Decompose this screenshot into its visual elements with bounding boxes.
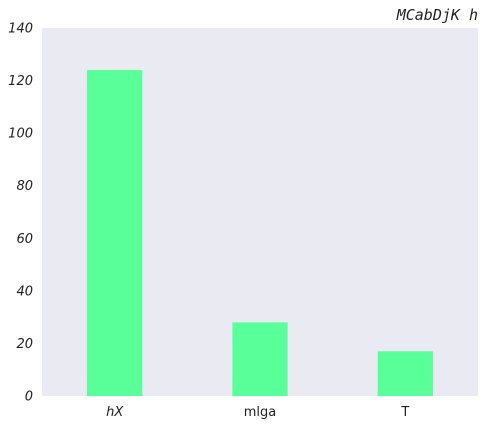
- bars-group: [87, 70, 433, 397]
- bar-mlga: [232, 322, 288, 396]
- x-tick-label: mlga: [244, 405, 277, 420]
- x-tick-label: hX: [106, 405, 124, 420]
- y-tick-label: 80: [16, 179, 33, 194]
- x-axis-ticks: hX mlga T: [106, 405, 409, 420]
- chart-title: MCabDjK h: [396, 6, 478, 24]
- y-tick-label: 0: [25, 390, 33, 405]
- y-tick-label: 120: [8, 74, 33, 89]
- y-axis-ticks: 0 20 40 60 80 100 120 140: [8, 22, 33, 405]
- x-tick-label: T: [400, 405, 409, 420]
- y-tick-label: 40: [16, 284, 33, 299]
- y-tick-label: 140: [8, 22, 33, 37]
- y-tick-label: 60: [16, 232, 33, 247]
- y-tick-label: 100: [8, 127, 33, 142]
- bar-hX: [87, 70, 143, 397]
- y-tick-label: 20: [16, 337, 33, 352]
- bar-T: [377, 351, 433, 396]
